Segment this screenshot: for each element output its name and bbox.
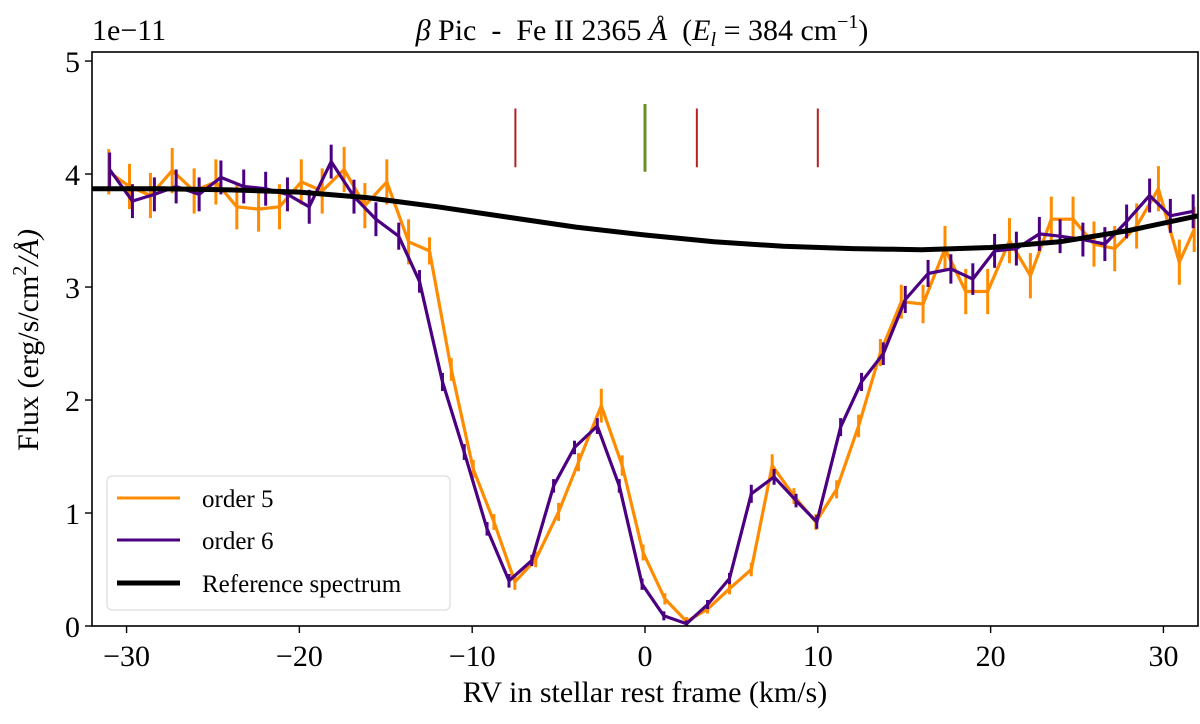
y-tick-label: 2 [65,385,80,418]
x-tick-label: 0 [638,640,653,673]
x-tick-label: −20 [276,640,323,673]
series-line-order-6 [108,160,1194,626]
y-tick-label: 4 [65,159,80,192]
y-tick-label: 5 [65,46,80,79]
x-tick-label: −10 [449,640,496,673]
x-tick-label: 20 [976,640,1006,673]
legend-label-reference: Reference spectrum [202,571,402,598]
x-tick-label: 10 [803,640,833,673]
x-tick-label: 30 [1148,640,1178,673]
legend-box [106,475,451,611]
chart-title: β Pic - Fe II 2365 Å (El = 384 cm−1) [415,11,869,51]
y-tick-label: 0 [65,611,80,644]
y-tick-label: 3 [65,272,80,305]
y-offset-label: 1e−11 [92,14,166,47]
y-axis-label: Flux (erg/s/cm2/Å) [9,229,45,451]
x-tick-label: −30 [103,640,150,673]
legend-label-order-5: order 5 [202,486,274,513]
legend: order 5 order 6 Reference spectrum [106,475,451,611]
series-line-reference-spectrum [92,186,1198,253]
x-axis-label: RV in stellar rest frame (km/s) [463,676,827,709]
y-tick-label: 1 [65,498,80,531]
legend-label-order-6: order 6 [202,528,274,555]
